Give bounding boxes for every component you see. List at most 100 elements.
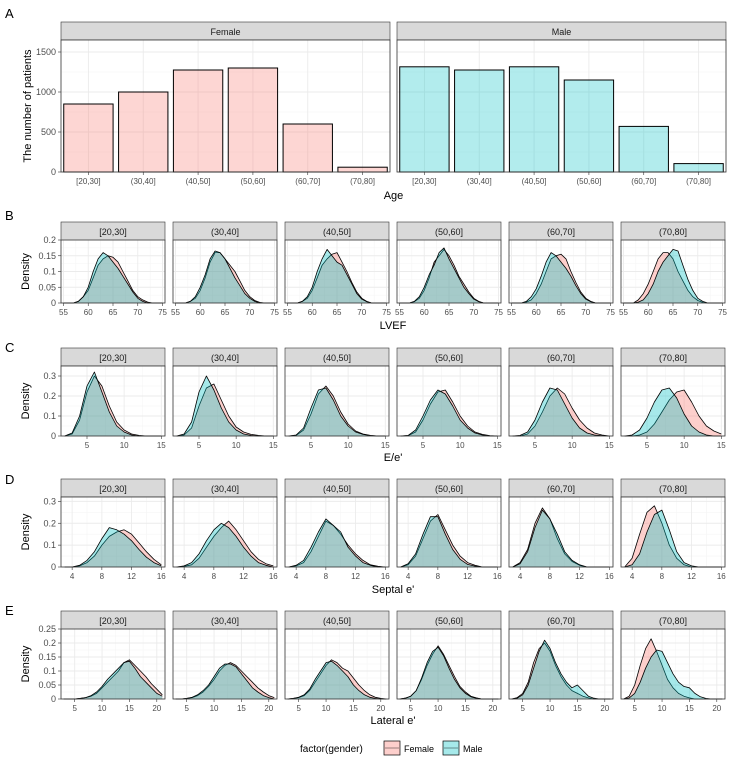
x-tick-label: (30,40] (467, 177, 492, 186)
x-tick-label: (50,60] (576, 177, 601, 186)
facet-strip-label: (40,50] (323, 353, 351, 363)
x-tick-label: 70 (693, 308, 702, 317)
panel-border (284, 496, 390, 568)
density-area-male (624, 388, 722, 436)
x-tick-label: 15 (573, 704, 582, 713)
density-area-female (512, 388, 610, 436)
x-tick-label: 10 (568, 441, 577, 450)
x-tick-label: 20 (488, 704, 497, 713)
x-tick-label: 5 (408, 704, 413, 713)
density-area-female (400, 390, 498, 436)
bar-male (618, 125, 669, 173)
panel-border (60, 628, 166, 700)
facet-strip-label: (60,70] (547, 227, 575, 237)
x-tick-label: 70 (133, 308, 142, 317)
x-tick-label: 5 (533, 441, 538, 450)
x-tick-label: 70 (581, 308, 590, 317)
x-tick-label: 20 (712, 704, 721, 713)
density-line-male (400, 389, 498, 437)
x-axis-label: E/e' (384, 452, 403, 464)
y-tick-label: 0 (51, 167, 56, 177)
facet-strip-label: (50,60] (435, 353, 463, 363)
density-area-male (64, 372, 162, 436)
panel-label-b: B (5, 208, 14, 223)
x-tick-label: (40,50] (522, 177, 547, 186)
panel-label-e: E (5, 603, 14, 618)
facet-strip-label: (70,80] (659, 484, 687, 494)
density-area-male (175, 251, 275, 303)
facet-strip-label: (30,40] (211, 353, 239, 363)
density-area-male (623, 249, 723, 303)
x-axis-label: Septal e' (372, 584, 414, 596)
y-axis-label: Density (20, 513, 32, 550)
y-tick-label: 0.3 (43, 496, 56, 506)
x-tick-label: 65 (445, 308, 454, 317)
x-tick-label: (50,60] (240, 177, 265, 186)
density-line-female (176, 520, 274, 568)
x-tick-label: 10 (120, 441, 129, 450)
panel-border (60, 365, 166, 437)
density-area-male (63, 661, 163, 699)
x-tick-label: 4 (294, 572, 299, 581)
x-tick-label: 15 (605, 441, 614, 450)
facet-strip-label: (50,60] (435, 616, 463, 626)
x-tick-label: (70,80] (350, 177, 375, 186)
x-tick-label: 75 (270, 308, 279, 317)
density-line-male (399, 247, 499, 304)
x-tick-label: 12 (687, 572, 696, 581)
density-line-male (511, 252, 611, 304)
x-tick-label: 12 (463, 572, 472, 581)
x-tick-label: 70 (357, 308, 366, 317)
facet-strip-label: (60,70] (547, 353, 575, 363)
x-tick-label: 65 (669, 308, 678, 317)
x-tick-label: 15 (237, 704, 246, 713)
x-tick-label: 10 (546, 704, 555, 713)
x-tick-label: 5 (309, 441, 314, 450)
x-tick-label: 10 (344, 441, 353, 450)
density-area-female (624, 390, 722, 436)
x-tick-label: 75 (606, 308, 615, 317)
density-line-male (176, 522, 274, 568)
bar-female (227, 67, 279, 173)
density-area-female (288, 386, 386, 436)
x-tick-label: 5 (85, 441, 90, 450)
x-tick-label: 10 (322, 704, 331, 713)
facet-strip-label: (30,40] (211, 484, 239, 494)
facet-strip-label: (60,70] (547, 484, 575, 494)
x-tick-label: 5 (520, 704, 525, 713)
density-area-female (63, 659, 163, 699)
x-tick-label: 15 (125, 704, 134, 713)
x-tick-label: 10 (658, 704, 667, 713)
x-tick-label: 20 (152, 704, 161, 713)
facet-strip-label: [20,30] (99, 353, 127, 363)
x-tick-label: 8 (324, 572, 329, 581)
x-tick-label: 15 (349, 704, 358, 713)
density-line-male (511, 639, 611, 700)
x-tick-label: 10 (456, 441, 465, 450)
plot-panel (61, 366, 165, 436)
x-tick-label: 65 (557, 308, 566, 317)
x-tick-label: 4 (70, 572, 75, 581)
panel-border (172, 628, 278, 700)
x-tick-label: 55 (59, 308, 68, 317)
y-tick-label: 0.2 (43, 235, 56, 245)
x-tick-label: 16 (493, 572, 502, 581)
x-tick-label: 5 (632, 704, 637, 713)
x-tick-label: (60,70] (295, 177, 320, 186)
legend-title: factor(gender) (300, 744, 363, 755)
facet-strip-label: (50,60] (435, 227, 463, 237)
x-tick-label: 12 (127, 572, 136, 581)
density-line-female (64, 529, 162, 568)
density-area-male (287, 249, 387, 303)
density-area-female (399, 645, 499, 699)
facet-strip-label: (40,50] (323, 227, 351, 237)
y-tick-label: 0.1 (43, 666, 56, 676)
x-tick-label: 15 (717, 441, 726, 450)
x-tick-label: 55 (283, 308, 292, 317)
density-line-male (64, 527, 162, 568)
density-area-male (287, 661, 387, 699)
x-tick-label: 60 (420, 308, 429, 317)
panel-border (508, 628, 614, 700)
